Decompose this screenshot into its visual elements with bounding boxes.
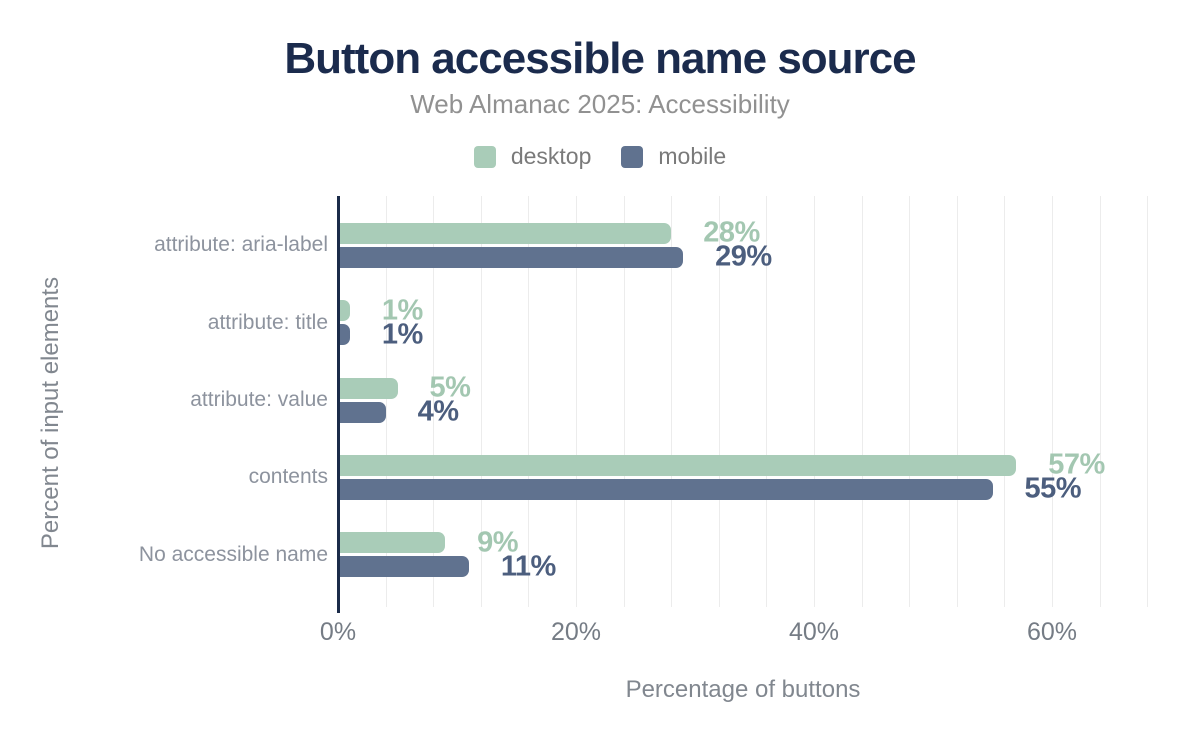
legend: desktop mobile [0,143,1200,170]
gridline [671,196,673,607]
gridline [909,196,911,607]
gridline [433,196,435,607]
bar-mobile-3[interactable] [338,478,993,500]
category-label: No accessible name [138,542,328,566]
plot-area: 28% 29% 1% 1% 5% 4% 57% 55% 9% 11% [338,196,1149,607]
gridline [385,196,387,607]
bar-desktop-4[interactable] [338,532,446,554]
bar-mobile-4[interactable] [338,556,469,578]
category-label: attribute: value [190,388,328,411]
bar-mobile-1[interactable] [338,324,350,346]
gridline [623,196,625,607]
legend-swatch-mobile-icon [621,145,644,168]
bar-value-label: 29% [715,240,772,273]
gridline [766,196,768,607]
gridline [1147,196,1149,607]
bar-value-label: 1% [381,318,423,351]
gridline [1052,196,1053,607]
chart-title: Button accessible name source [284,34,916,83]
bar-desktop-3[interactable] [338,454,1017,476]
legend-label-mobile: mobile [658,143,727,169]
x-tick-label: 0% [319,618,357,646]
x-axis-title: Percentage of buttons [625,676,861,703]
category-label: contents [248,465,328,489]
bar-value-label: 57% [1048,448,1105,481]
legend-label-desktop: desktop [510,143,592,169]
gridline [1004,196,1006,607]
bar-value-label: 11% [500,550,556,583]
legend-item-mobile[interactable]: mobile [621,143,726,170]
chart-subtitle: Web Almanac 2025: Accessibility [410,89,790,119]
gridline [956,196,958,607]
category-label: attribute: title [207,310,328,334]
bar-value-label: 1% [381,294,423,327]
bar-desktop-2[interactable] [338,377,398,399]
gridline [528,196,530,607]
bar-value-label: 28% [703,216,760,249]
gridline [814,196,815,607]
legend-item-desktop[interactable]: desktop [473,143,592,170]
x-tick-label: 40% [788,618,840,646]
bar-mobile-0[interactable] [338,246,684,268]
bar-mobile-2[interactable] [338,401,386,423]
y-axis-title: Percent of input elements [37,276,64,550]
bar-desktop-1[interactable] [338,300,350,322]
gridline [1099,196,1101,607]
zero-axis-line [337,196,340,613]
gridline [718,196,720,607]
gridline [576,196,577,607]
gridline [480,196,482,607]
bar-value-label: 4% [417,395,459,428]
gridline [861,196,863,607]
category-label: attribute: aria-label [154,233,328,257]
x-tick-label: 60% [1026,618,1078,646]
x-tick-label: 20% [550,618,602,646]
bar-value-label: 5% [429,371,471,404]
bar-value-label: 9% [477,526,519,559]
bar-value-label: 55% [1024,472,1082,505]
legend-swatch-desktop-icon [473,145,496,168]
bar-desktop-0[interactable] [338,222,672,244]
